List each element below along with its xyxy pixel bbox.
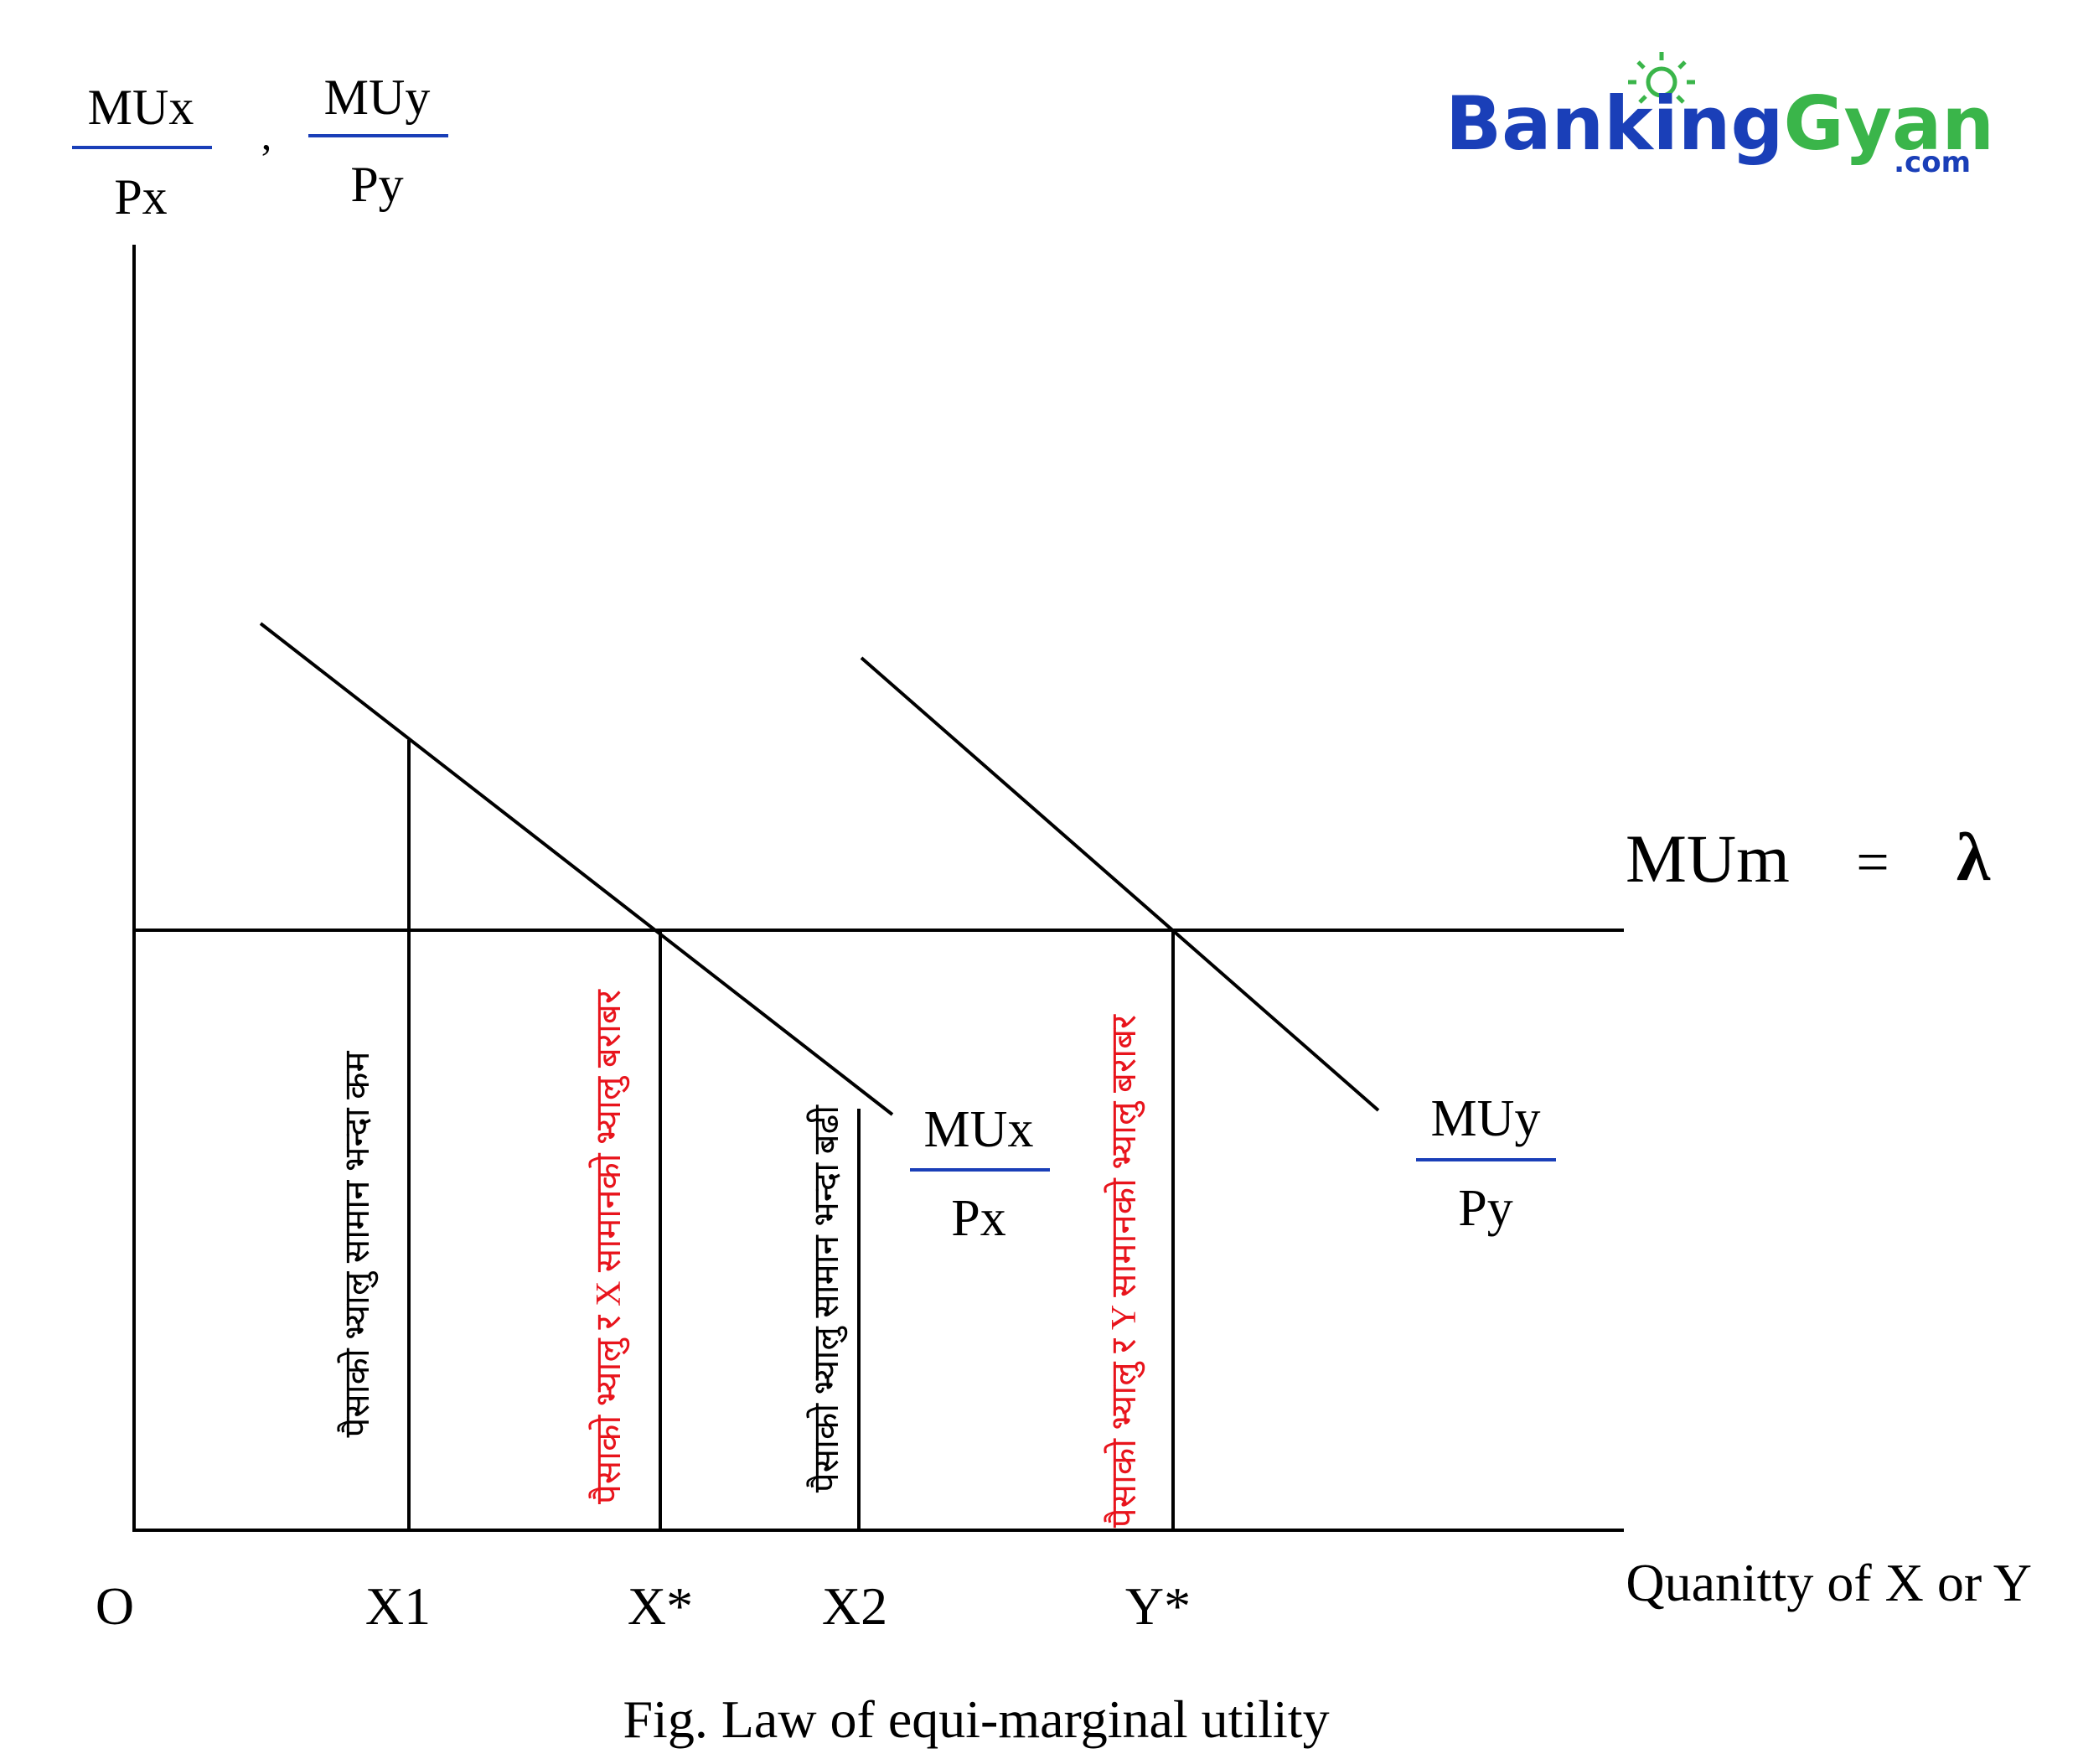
y-label-mux-numerator: MUx (88, 80, 194, 135)
tick-ystar: Y* (1125, 1576, 1191, 1636)
x-axis-label: Quanitty of X or Y (1626, 1553, 2032, 1612)
x2-annotation: पैसाको भ्यालु सामान भन्दा बढी (806, 1104, 848, 1492)
lightbulb-icon (1628, 52, 1695, 104)
px-curve-denominator: Px (951, 1190, 1005, 1247)
xstar-annotation: पैसाको भ्यालु र X सामानको भ्यालु बराबर (588, 989, 630, 1504)
muy-py-curve (860, 656, 1380, 1112)
y-label-muy-numerator: MUy (324, 70, 431, 125)
mux-px-curve-label: MUx Px (910, 1101, 1050, 1247)
bankinggyan-logo: BankingGyan .com (1445, 52, 1994, 179)
y-label-py-denominator: Py (350, 157, 403, 212)
ystar-annotation: पैसाको भ्यालु र Y सामानको भ्यालु बराबर (1104, 1014, 1145, 1528)
logo-banking-text: Banking (1445, 80, 1783, 167)
logo-com-text: .com (1894, 146, 1971, 179)
py-curve-denominator: Py (1458, 1180, 1512, 1237)
y-label-separator: , (261, 111, 272, 158)
tick-xstar: X* (628, 1576, 693, 1636)
lambda-symbol: λ (1957, 819, 1991, 895)
mux-curve-numerator: MUx (924, 1101, 1034, 1158)
tick-x1: X1 (365, 1576, 431, 1636)
y-axis-label: MUx Px , MUy Py (72, 70, 448, 225)
muy-py-curve-label: MUy Py (1416, 1090, 1556, 1237)
mum-label: MUm (1626, 820, 1790, 897)
tick-x2: X2 (822, 1576, 887, 1636)
logo-gyan-text: Gyan (1783, 80, 1994, 167)
x1-annotation: पैसाको भ्यालु सामान भन्दा कम (337, 1051, 379, 1438)
muy-curve-numerator: MUy (1431, 1090, 1541, 1147)
equals-sign: = (1856, 830, 1889, 895)
y-label-px-denominator: Px (114, 169, 167, 225)
origin-label: O (96, 1576, 134, 1636)
mux-px-curve (259, 622, 894, 1116)
figure-caption: Fig. Law of equi-marginal utility (623, 1689, 1329, 1749)
mum-lambda-label: MUm = λ (1626, 819, 1991, 897)
svg-text:BankingGyan: BankingGyan (1445, 80, 1994, 167)
